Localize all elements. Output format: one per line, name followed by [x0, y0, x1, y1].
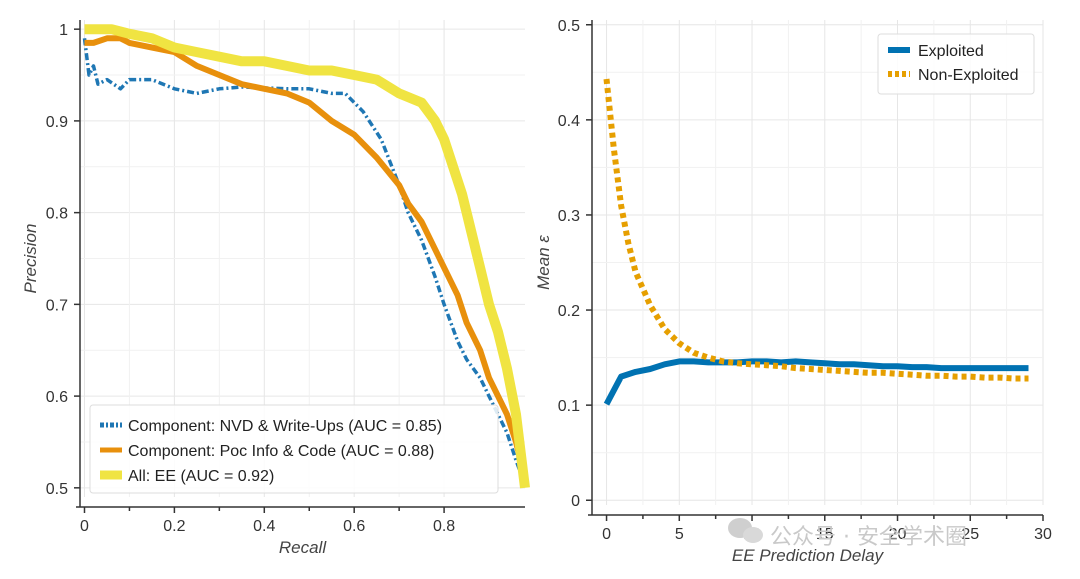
y-tick-label: 0.2 — [558, 303, 580, 320]
y-tick-label: 0.5 — [558, 18, 580, 35]
series-line-1 — [603, 358, 1029, 406]
y-tick-label: 0 — [571, 493, 580, 510]
y-tick-label: 1 — [59, 22, 68, 39]
y-tick-label: 0.6 — [46, 389, 68, 406]
legend-label-1: Exploited — [918, 43, 984, 60]
watermark-text: 公众号 · 安全学术圈 — [770, 525, 967, 550]
x-tick-label: 30 — [1034, 526, 1052, 543]
series-line-2 — [603, 78, 1029, 382]
legend-label-1: Component: NVD & Write-Ups (AUC = 0.85) — [128, 418, 442, 435]
plot-panel-2: 05101520253000.10.20.30.40.5EE Predictio… — [534, 18, 1052, 565]
y-tick-label: 0.5 — [46, 481, 68, 498]
y-tick-label: 0.1 — [558, 398, 580, 415]
x-tick-label: 0.6 — [343, 518, 365, 535]
y-tick-label: 0.4 — [558, 113, 580, 130]
watermark: 公众号 · 安全学术圈 — [728, 518, 967, 550]
x-axis-label: Recall — [279, 538, 327, 557]
y-axis-label: Precision — [21, 224, 40, 294]
x-tick-label: 15 — [816, 526, 834, 543]
x-tick-label: 20 — [889, 526, 907, 543]
x-tick-label: 0.4 — [253, 518, 275, 535]
plot-panel-1: 0 0.2 0.4 0.6 0.8 0.5 0.6 0.7 0.8 0.9 1 Recall Preci… — [21, 20, 530, 557]
x-tick-label: 25 — [961, 526, 979, 543]
y-tick-label: 0.7 — [46, 297, 68, 314]
x-axis-label: EE Prediction Delay — [732, 546, 885, 565]
legend-label-2: Non-Exploited — [918, 67, 1019, 84]
legend-box — [877, 33, 1035, 95]
y-tick-label: 0.8 — [46, 206, 68, 223]
x-tick-label: 5 — [675, 526, 684, 543]
series-line-3 — [84, 24, 530, 489]
series-line-2 — [84, 35, 526, 471]
wechat-icon-bubble — [743, 527, 763, 543]
y-tick-label: 0.9 — [46, 114, 68, 131]
legend-label-3: All: EE (AUC = 0.92) — [128, 468, 274, 485]
legend-label-2: Component: Poc Info & Code (AUC = 0.88) — [128, 443, 434, 460]
x-tick-label: 0.2 — [163, 518, 185, 535]
x-tick-label: 0.8 — [433, 518, 455, 535]
y-axis-label: Mean ε — [534, 235, 553, 290]
y-tick-label: 0.3 — [558, 208, 580, 225]
series-line-1 — [82, 38, 525, 480]
x-tick-label: 0 — [602, 526, 611, 543]
x-tick-label: 0 — [80, 518, 89, 535]
legend-box — [89, 404, 499, 494]
